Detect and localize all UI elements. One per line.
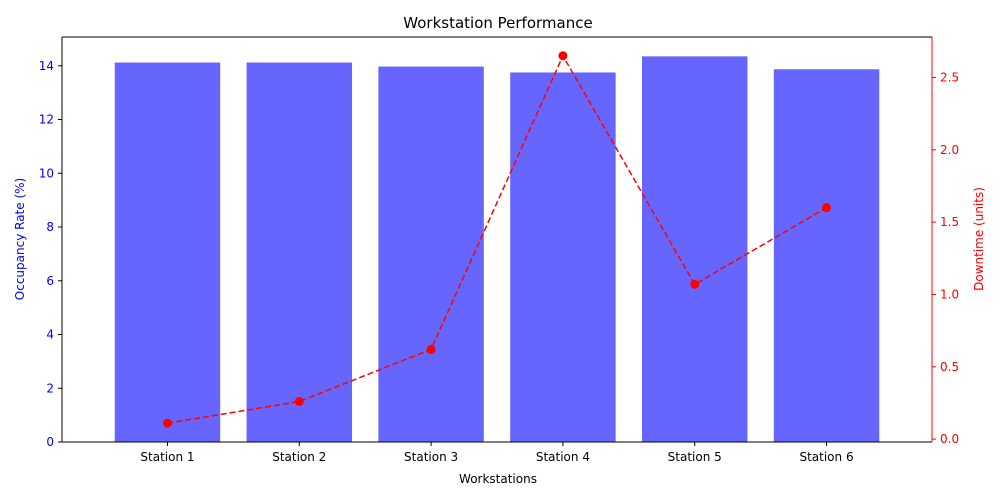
downtime-point-4 (558, 51, 568, 61)
y-tick-label: 0 (46, 435, 54, 449)
y-tick-label: 12 (39, 113, 54, 127)
bar-2 (246, 62, 352, 443)
y2-tick-label: 2.5 (940, 71, 959, 85)
y-axis-title: Occupancy Rate (%) (13, 178, 27, 300)
downtime-point-3 (426, 344, 436, 354)
bar-1 (114, 62, 221, 443)
y-tick-label: 2 (46, 381, 54, 395)
chart-title: Workstation Performance (403, 14, 592, 32)
y-tick-label: 6 (46, 274, 54, 288)
y2-tick-label: 1.5 (940, 215, 959, 229)
y-tick-label: 8 (46, 220, 54, 234)
downtime-point-1 (162, 418, 172, 428)
bar-6 (773, 69, 880, 442)
x-tick-label: Station 4 (536, 450, 590, 464)
bars-layer (114, 56, 880, 443)
line-layer (162, 51, 832, 428)
y-tick-label: 14 (39, 59, 54, 73)
downtime-point-2 (294, 397, 304, 406)
downtime-point-6 (822, 203, 832, 213)
x-tick-label: Station 3 (404, 450, 458, 464)
downtime-point-5 (690, 279, 700, 289)
axes-layer: Station 1 Station 2 Station 3 Station 4 Stat… (39, 36, 959, 464)
downtime-line (167, 54, 827, 424)
y2-axis-title: Downtime (units) (972, 187, 986, 291)
x-tick-label: Station 6 (799, 450, 853, 464)
y2-tick-label: 0.0 (940, 432, 959, 446)
x-tick-label: Station 2 (272, 450, 326, 464)
x-axis-title: Workstations (459, 472, 537, 486)
bar-5 (642, 56, 748, 442)
bar-3 (378, 66, 484, 442)
y-tick-label: 10 (39, 166, 54, 180)
y2-tick-label: 0.5 (940, 360, 959, 374)
bar-4 (510, 72, 616, 442)
x-tick-label: Station 5 (668, 450, 722, 464)
x-tick-label: Station 1 (140, 450, 194, 464)
y-tick-label: 4 (46, 328, 54, 342)
y2-tick-label: 1.0 (940, 287, 959, 301)
y2-tick-label: 2.0 (940, 143, 959, 157)
